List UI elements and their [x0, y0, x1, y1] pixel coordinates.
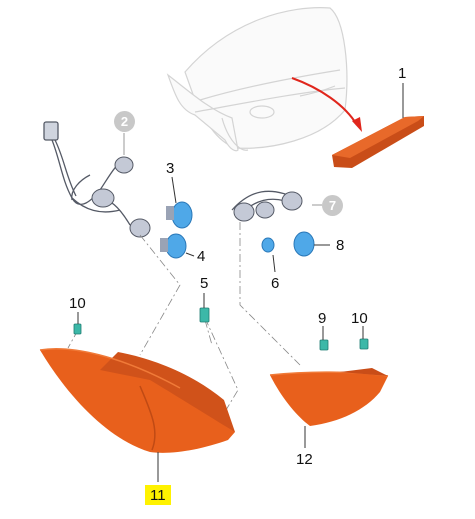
leader-line	[171, 176, 177, 204]
bulb-icon	[160, 201, 193, 259]
tail-lamp-inner-icon	[269, 368, 389, 426]
leader-line	[185, 252, 195, 257]
high-mount-stop-lamp-icon	[332, 116, 424, 168]
callout-7[interactable]: 7	[322, 195, 343, 216]
callout-1[interactable]: 1	[398, 65, 407, 82]
callout-11[interactable]: 11	[145, 485, 171, 505]
callout-10-left[interactable]: 10	[69, 295, 86, 312]
wiring-harness-left-icon	[43, 121, 131, 226]
callout-6[interactable]: 6	[271, 275, 280, 292]
clip-icon	[73, 307, 369, 351]
callout-2[interactable]: 2	[114, 111, 135, 132]
arrow-head-icon	[352, 117, 362, 132]
callout-8[interactable]: 8	[336, 237, 345, 254]
tail-lamp-outer-icon	[39, 348, 235, 453]
socket-icon	[233, 191, 303, 222]
callout-9[interactable]: 9	[318, 310, 327, 327]
trunk-lid-icon	[166, 7, 348, 152]
leader-line	[272, 254, 276, 273]
callout-12[interactable]: 12	[296, 451, 313, 468]
callout-3[interactable]: 3	[166, 160, 175, 177]
socket-icon	[91, 156, 151, 238]
callout-10-right[interactable]: 10	[351, 310, 368, 327]
callout-4[interactable]: 4	[197, 248, 206, 265]
location-arrow-icon	[291, 77, 358, 126]
bulb-icon	[261, 231, 315, 257]
callout-5[interactable]: 5	[200, 275, 209, 292]
